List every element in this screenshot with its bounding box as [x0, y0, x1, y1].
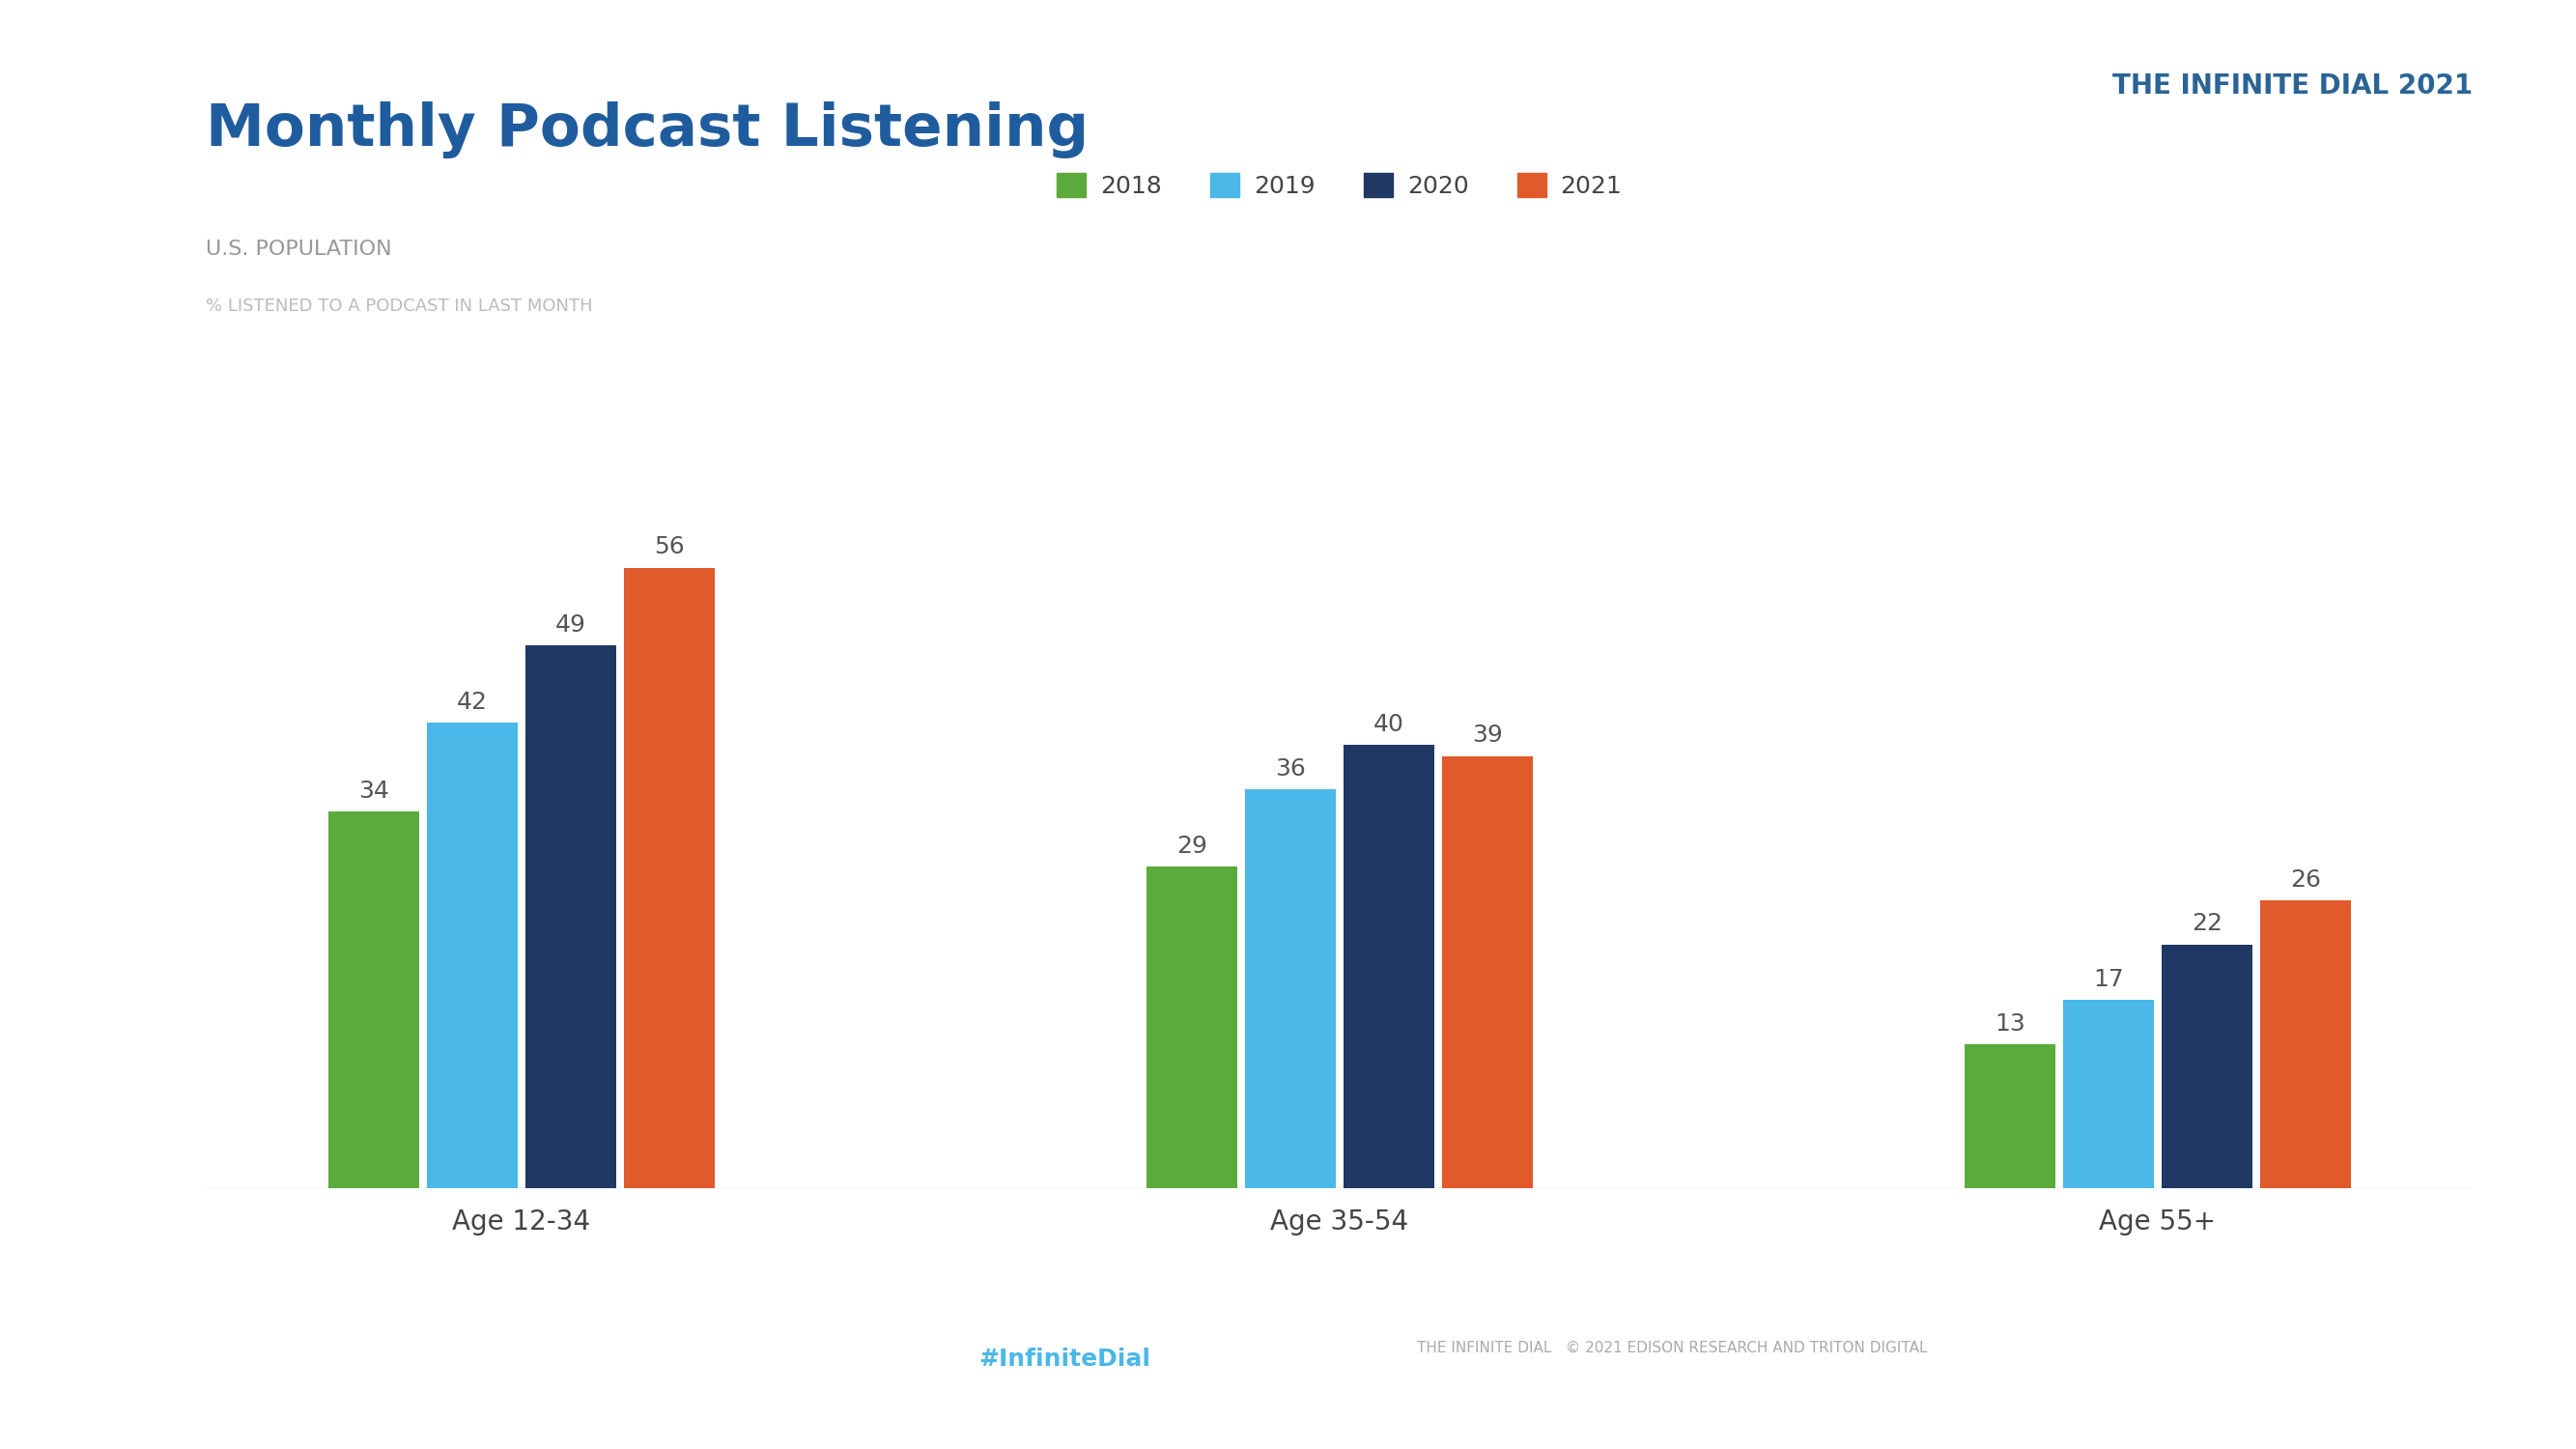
Text: U.S. POPULATION: U.S. POPULATION [206, 239, 392, 258]
Text: 34: 34 [358, 780, 389, 803]
Text: 36: 36 [1275, 758, 1306, 781]
Text: 49: 49 [554, 613, 585, 636]
Text: % LISTENED TO A PODCAST IN LAST MONTH: % LISTENED TO A PODCAST IN LAST MONTH [206, 297, 592, 314]
Text: 42: 42 [456, 691, 487, 714]
Text: 26: 26 [2290, 868, 2321, 891]
Bar [526, 645, 616, 1188]
Bar [327, 811, 420, 1188]
Bar [2259, 900, 2352, 1188]
Text: Monthly Podcast Listening: Monthly Podcast Listening [206, 101, 1090, 158]
Text: 40: 40 [1373, 713, 1404, 736]
Text: 29: 29 [1177, 835, 1208, 858]
Bar [1244, 790, 1334, 1188]
Text: 17: 17 [2094, 968, 2123, 991]
Bar [2063, 1000, 2154, 1188]
Bar [428, 723, 518, 1188]
Text: 39: 39 [1471, 724, 1502, 748]
Bar [1345, 745, 1435, 1188]
Bar [1965, 1045, 2056, 1188]
Text: 22: 22 [2192, 913, 2223, 936]
Text: #InfiniteDial: #InfiniteDial [979, 1348, 1151, 1371]
Legend: 2018, 2019, 2020, 2021: 2018, 2019, 2020, 2021 [1046, 161, 1633, 210]
Text: THE INFINITE DIAL 2021: THE INFINITE DIAL 2021 [2112, 72, 2473, 100]
Text: THE INFINITE DIAL   © 2021 EDISON RESEARCH AND TRITON DIGITAL: THE INFINITE DIAL © 2021 EDISON RESEARCH… [1417, 1340, 1927, 1355]
Bar [1146, 867, 1236, 1188]
Text: 13: 13 [1994, 1011, 2025, 1035]
Bar [623, 568, 714, 1188]
Bar [2161, 945, 2251, 1188]
Text: 56: 56 [654, 536, 685, 559]
Bar [1443, 756, 1533, 1188]
